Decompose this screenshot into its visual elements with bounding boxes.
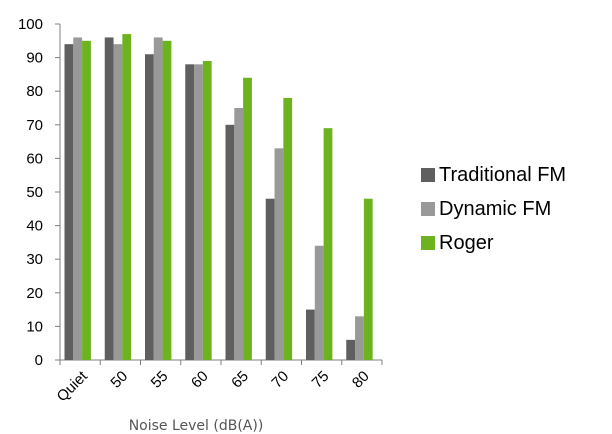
y-tick-label: 80 <box>26 83 43 100</box>
bar-dynamic-fm <box>73 37 83 360</box>
x-tick-label: Quiet <box>54 367 92 405</box>
bar-roger <box>202 60 212 361</box>
y-axis: 0 10 20 30 40 50 60 70 80 90 100 <box>18 16 61 369</box>
bar-traditional-fm <box>104 37 114 360</box>
legend-swatch-traditional-fm <box>421 168 435 182</box>
legend-swatch-dynamic-fm <box>421 202 435 216</box>
legend: Traditional FM Dynamic FM Roger <box>421 158 566 260</box>
y-tick-label: 90 <box>26 50 43 67</box>
bar-dynamic-fm <box>194 64 203 360</box>
x-tick-label: 55 <box>148 368 172 392</box>
bar-traditional-fm <box>225 124 235 360</box>
bar-dynamic-fm <box>153 37 163 360</box>
bar-traditional-fm <box>265 198 275 360</box>
legend-label-traditional-fm: Traditional FM <box>439 163 567 186</box>
y-tick-label: 10 <box>26 318 43 335</box>
bar-roger <box>122 34 132 361</box>
legend-item-roger: Roger <box>421 226 566 260</box>
bar-roger <box>363 198 373 360</box>
x-tick-label: 70 <box>268 368 292 392</box>
legend-label-roger: Roger <box>439 231 494 254</box>
y-tick-label: 20 <box>26 285 43 302</box>
y-tick-label: 70 <box>26 117 43 134</box>
bar-dynamic-fm <box>355 316 364 360</box>
bar-traditional-fm <box>306 309 315 360</box>
y-tick-label: 0 <box>35 352 43 369</box>
x-tick-label: 75 <box>309 368 333 392</box>
bar-dynamic-fm <box>314 245 324 360</box>
x-tick-label: 60 <box>188 368 212 392</box>
bar-dynamic-fm <box>113 44 123 360</box>
legend-item-traditional-fm: Traditional FM <box>421 158 566 192</box>
bar-roger <box>323 128 333 360</box>
y-tick-label: 50 <box>26 184 43 201</box>
y-tick-label: 100 <box>18 16 43 33</box>
bar-traditional-fm <box>64 44 74 360</box>
legend-item-dynamic-fm: Dynamic FM <box>421 192 566 226</box>
y-tick-label: 40 <box>26 218 43 235</box>
legend-swatch-roger <box>421 236 435 250</box>
bar-dynamic-fm <box>274 148 284 360</box>
bar-traditional-fm <box>346 339 356 360</box>
bars <box>64 34 373 361</box>
x-tick-label: 65 <box>228 368 252 392</box>
legend-label-dynamic-fm: Dynamic FM <box>439 197 552 220</box>
bar-roger <box>162 40 172 361</box>
bar-traditional-fm <box>145 54 154 361</box>
x-axis-title: Noise Level (dB(A)) <box>129 418 264 434</box>
bar-dynamic-fm <box>234 108 244 360</box>
y-tick-label: 30 <box>26 251 43 268</box>
bar-roger <box>283 97 293 361</box>
bar-traditional-fm <box>185 64 195 360</box>
y-tick-label: 60 <box>26 150 43 167</box>
bar-roger <box>243 77 252 360</box>
x-tick-label: 50 <box>107 368 131 392</box>
x-axis: Quiet 50 55 60 65 70 75 80 <box>54 359 383 405</box>
x-tick-label: 80 <box>349 368 373 392</box>
bar-roger <box>82 40 91 361</box>
